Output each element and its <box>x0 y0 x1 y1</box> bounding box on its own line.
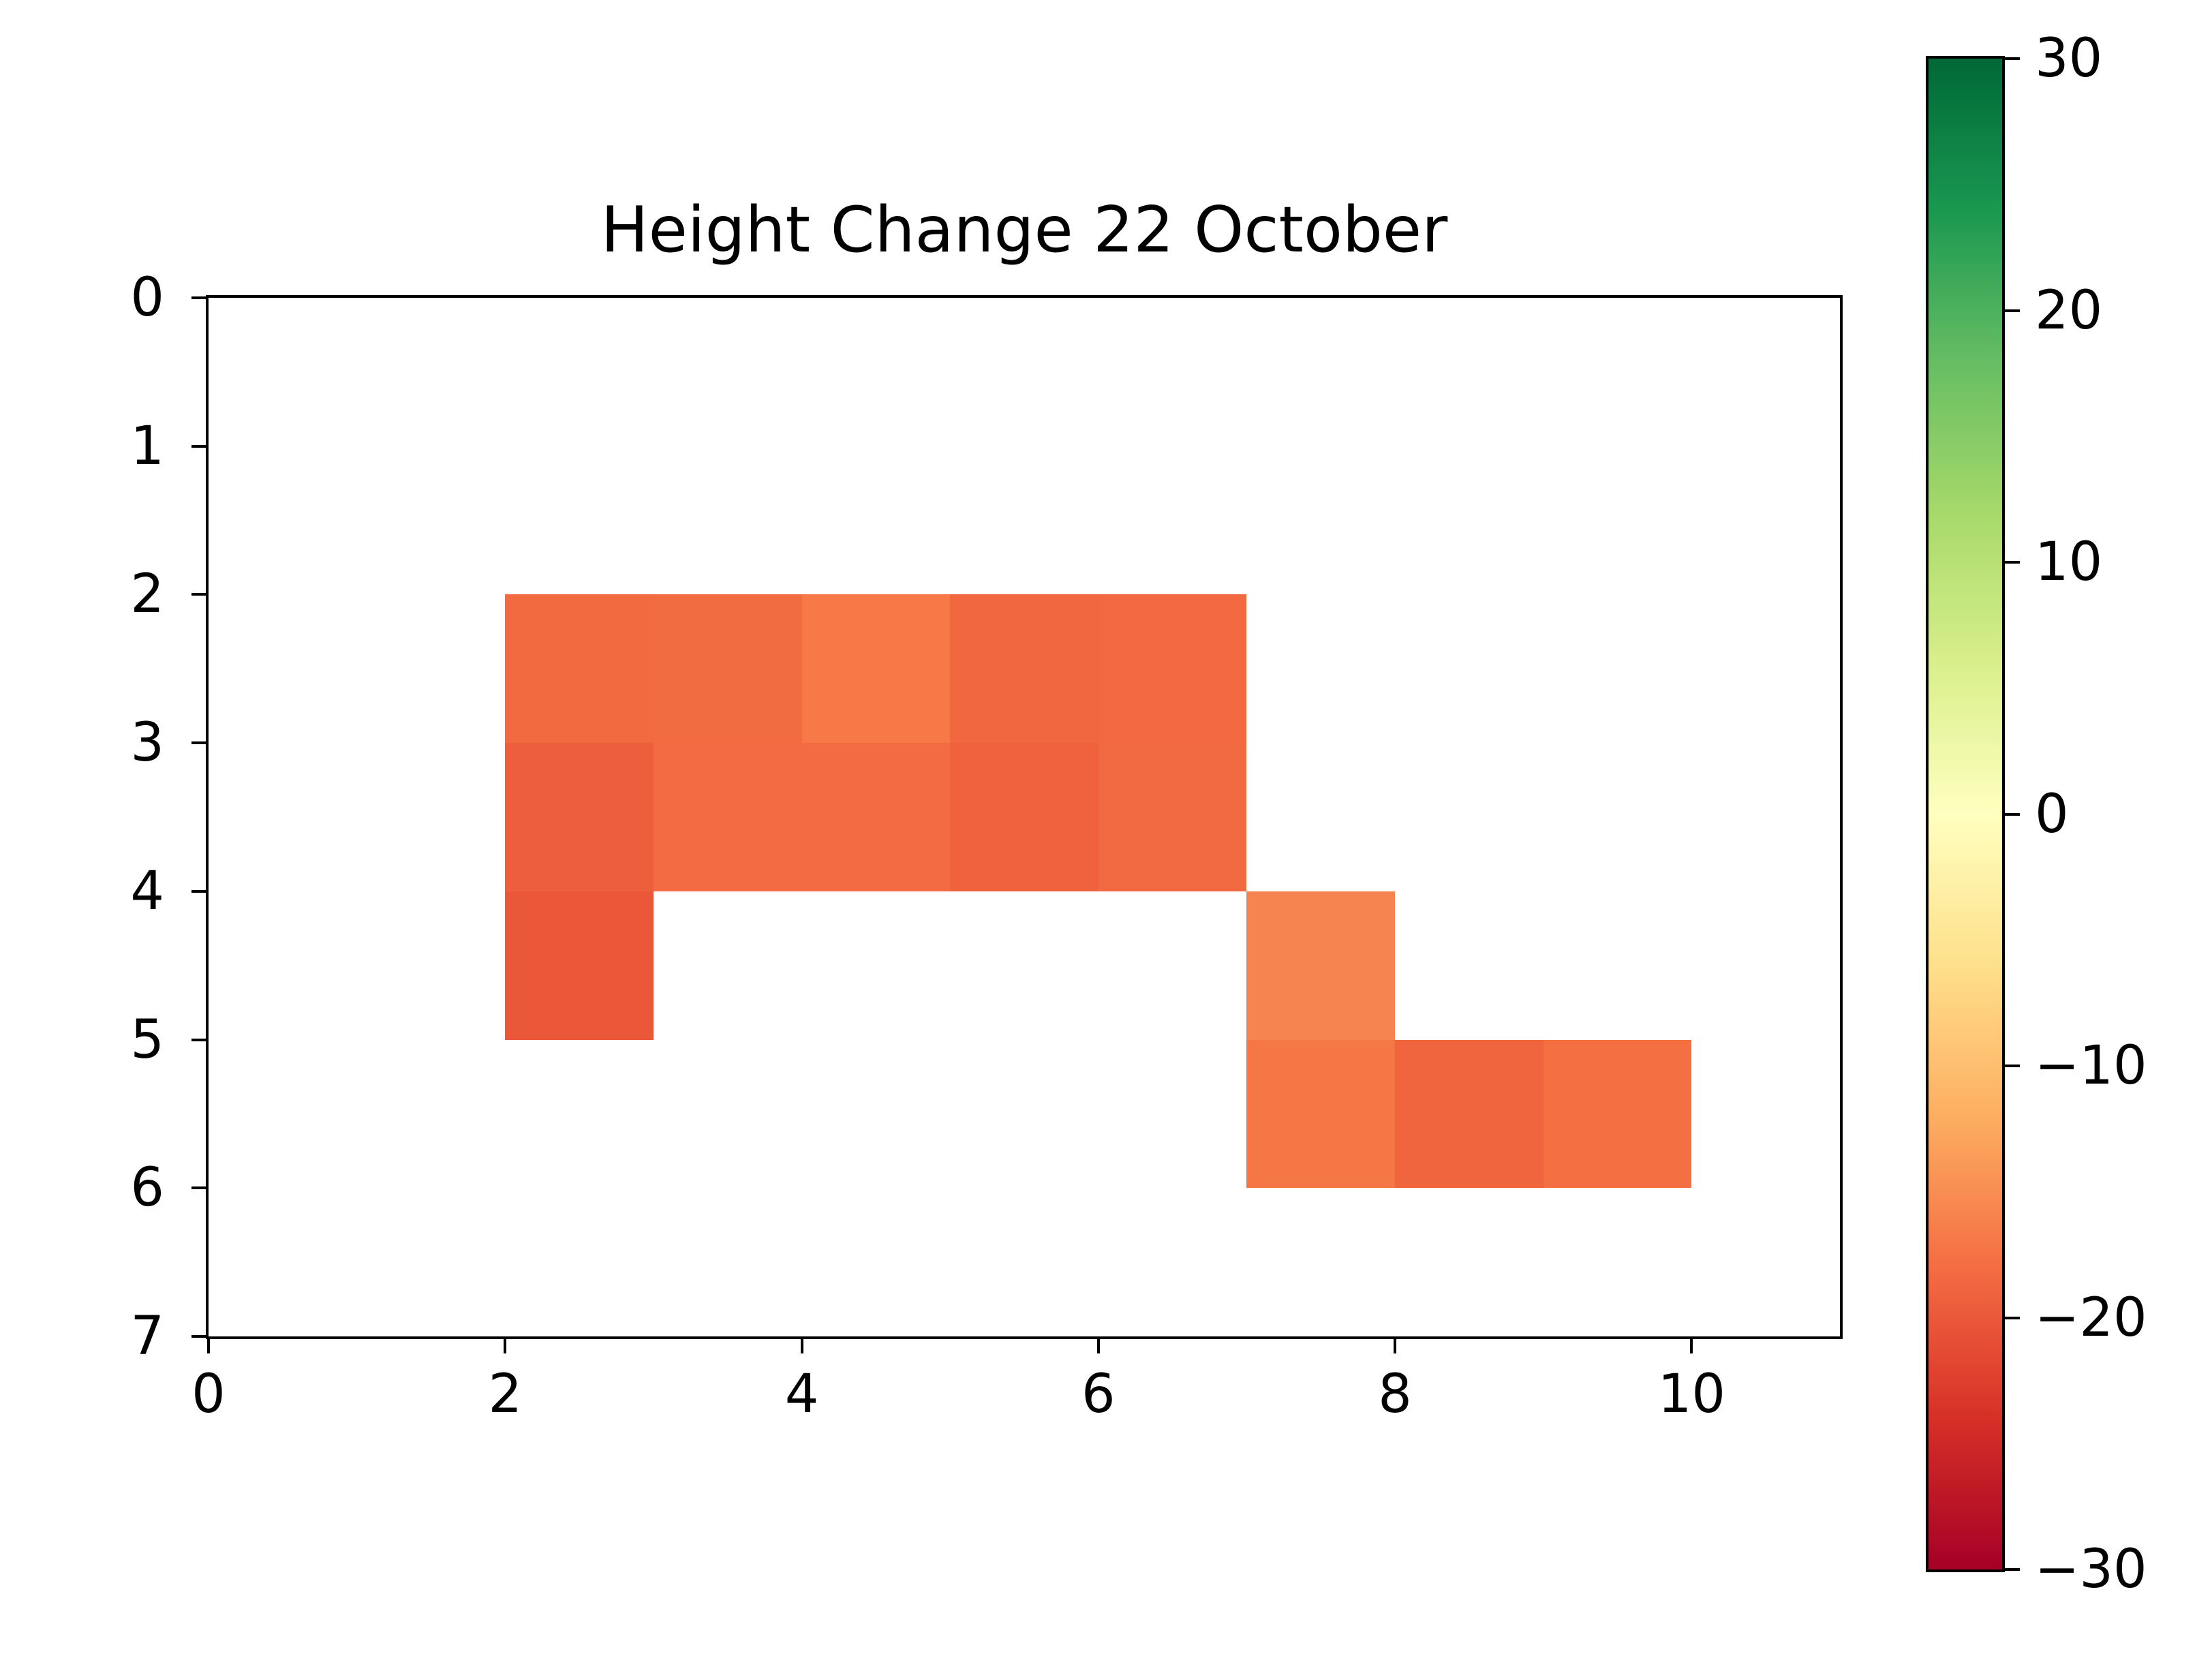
y-tick-label: 1 <box>130 415 164 477</box>
y-tick-label: 2 <box>130 564 164 626</box>
heatmap-cell <box>1246 1040 1395 1188</box>
heatmap-cell <box>950 594 1099 743</box>
colorbar-border <box>1926 56 2005 1572</box>
x-tick-label: 2 <box>488 1364 523 1425</box>
y-tick-label: 6 <box>130 1157 164 1219</box>
x-tick-mark <box>504 1336 507 1353</box>
colorbar-tick-mark <box>2002 309 2020 312</box>
colorbar <box>1929 59 2002 1569</box>
x-tick-mark <box>800 1336 803 1353</box>
plot-area <box>206 295 1843 1339</box>
colorbar-tick-mark <box>2002 1065 2020 1067</box>
heatmap-cell <box>1246 891 1395 1040</box>
heatmap-cells-layer <box>209 298 1840 1336</box>
colorbar-tick-mark <box>2002 57 2020 60</box>
x-tick-label: 8 <box>1378 1364 1412 1425</box>
y-tick-mark <box>191 1038 209 1041</box>
y-tick-mark <box>191 1186 209 1190</box>
x-tick-label: 0 <box>191 1364 226 1425</box>
heatmap-cell <box>654 594 802 743</box>
heatmap-cell <box>505 594 654 743</box>
heatmap-cell <box>505 743 654 891</box>
colorbar-tick-mark <box>2002 1316 2020 1319</box>
chart-title: Height Change 22 October <box>600 193 1448 266</box>
y-tick-mark <box>191 741 209 745</box>
heatmap-cell <box>950 743 1099 891</box>
colorbar-tick-label: −30 <box>2035 1539 2147 1600</box>
y-tick-mark <box>191 1335 209 1338</box>
heatmap-cell <box>1543 1040 1691 1188</box>
colorbar-tick-label: 0 <box>2035 783 2069 845</box>
y-tick-label: 4 <box>130 860 164 922</box>
heatmap-cell <box>1099 594 1246 743</box>
y-tick-mark <box>191 296 209 299</box>
x-tick-label: 6 <box>1081 1364 1116 1425</box>
colorbar-tick-label: 30 <box>2035 28 2103 89</box>
heatmap-cell <box>1099 743 1246 891</box>
heatmap-cell <box>802 743 950 891</box>
y-tick-label: 5 <box>130 1009 164 1071</box>
colorbar-tick-label: 10 <box>2035 532 2103 593</box>
colorbar-tick-mark <box>2002 812 2020 816</box>
y-tick-label: 7 <box>130 1306 164 1367</box>
colorbar-tick-label: −10 <box>2035 1035 2147 1097</box>
x-tick-label: 10 <box>1657 1364 1725 1425</box>
y-tick-label: 3 <box>130 712 164 774</box>
y-tick-mark <box>191 444 209 448</box>
y-tick-mark <box>191 593 209 596</box>
colorbar-tick-label: −20 <box>2035 1287 2147 1349</box>
x-tick-mark <box>1690 1336 1693 1353</box>
y-tick-mark <box>191 889 209 893</box>
colorbar-tick-label: 20 <box>2035 279 2103 341</box>
colorbar-tick-mark <box>2002 1568 2020 1571</box>
y-tick-label: 0 <box>130 267 164 328</box>
colorbar-tick-mark <box>2002 561 2020 564</box>
heatmap-cell <box>505 891 654 1040</box>
heatmap-cell <box>654 743 802 891</box>
heatmap-cell <box>1395 1040 1543 1188</box>
x-tick-mark <box>1394 1336 1397 1353</box>
x-tick-label: 4 <box>784 1364 819 1425</box>
x-tick-mark <box>207 1336 210 1353</box>
heatmap-cell <box>802 594 950 743</box>
x-tick-mark <box>1096 1336 1100 1353</box>
